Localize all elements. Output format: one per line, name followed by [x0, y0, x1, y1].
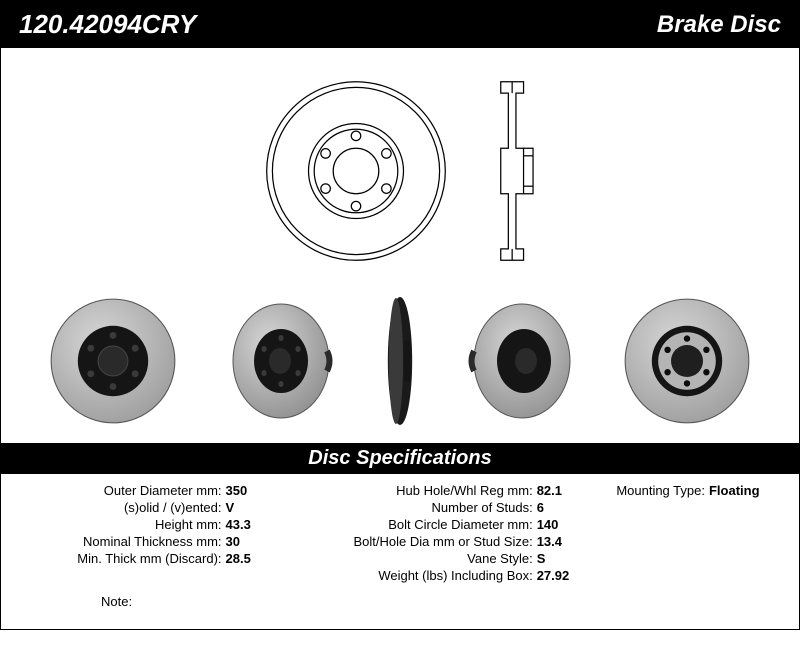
spec-row: Hub Hole/Whl Reg mm:82.1	[276, 482, 587, 499]
spec-label: Nominal Thickness mm:	[11, 534, 226, 549]
spec-row: Nominal Thickness mm:30	[11, 533, 276, 550]
spec-col-2: Hub Hole/Whl Reg mm:82.1 Number of Studs…	[276, 482, 587, 584]
photo-rear-icon	[623, 297, 751, 425]
product-type: Brake Disc	[657, 11, 781, 39]
header-bar: 120.42094CRY Brake Disc	[1, 1, 799, 48]
spec-sheet: 120.42094CRY Brake Disc	[0, 0, 800, 630]
drawing-side-icon	[491, 76, 539, 266]
spec-row: Bolt Circle Diameter mm:140	[276, 516, 587, 533]
spec-value: S	[537, 551, 587, 566]
note-label: Note:	[101, 594, 132, 609]
spec-value: 30	[226, 534, 276, 549]
spec-label: (s)olid / (v)ented:	[11, 500, 226, 515]
spec-value: 140	[537, 517, 587, 532]
product-photos	[1, 283, 799, 443]
spec-label: Hub Hole/Whl Reg mm:	[276, 483, 537, 498]
spec-label: Vane Style:	[276, 551, 537, 566]
spec-header-bar: Disc Specifications	[1, 443, 799, 474]
spec-label: Height mm:	[11, 517, 226, 532]
spec-label: Min. Thick mm (Discard):	[11, 551, 226, 566]
spec-value: Floating	[709, 483, 789, 498]
drawing-front-icon	[261, 76, 451, 266]
part-number: 120.42094CRY	[19, 9, 196, 40]
spec-row: Height mm:43.3	[11, 516, 276, 533]
spec-row: Vane Style:S	[276, 550, 587, 567]
photo-angled-right-icon	[464, 297, 574, 425]
spec-label: Mounting Type:	[587, 483, 709, 498]
technical-drawings	[1, 48, 799, 283]
photo-angled-left-icon	[226, 297, 336, 425]
spec-value: 82.1	[537, 483, 587, 498]
photo-front-icon	[49, 297, 177, 425]
spec-label: Bolt Circle Diameter mm:	[276, 517, 537, 532]
spec-label: Weight (lbs) Including Box:	[276, 568, 537, 583]
spec-row: Min. Thick mm (Discard):28.5	[11, 550, 276, 567]
spec-value: V	[226, 500, 276, 515]
spec-row: Mounting Type:Floating	[587, 482, 789, 499]
spec-value: 28.5	[226, 551, 276, 566]
spec-value: 13.4	[537, 534, 587, 549]
spec-value: 43.3	[226, 517, 276, 532]
spec-value: 27.92	[537, 568, 587, 583]
spec-col-1: Outer Diameter mm:350 (s)olid / (v)ented…	[11, 482, 276, 584]
spec-label: Bolt/Hole Dia mm or Stud Size:	[276, 534, 537, 549]
photo-edge-icon	[385, 295, 415, 427]
spec-value: 350	[226, 483, 276, 498]
spec-label: Outer Diameter mm:	[11, 483, 226, 498]
note-row: Note:	[1, 590, 799, 629]
spec-value: 6	[537, 500, 587, 515]
spec-row: Outer Diameter mm:350	[11, 482, 276, 499]
spec-row: Weight (lbs) Including Box:27.92	[276, 567, 587, 584]
spec-row: Number of Studs:6	[276, 499, 587, 516]
spec-row: Bolt/Hole Dia mm or Stud Size:13.4	[276, 533, 587, 550]
spec-row: (s)olid / (v)ented:V	[11, 499, 276, 516]
spec-label: Number of Studs:	[276, 500, 537, 515]
spec-col-3: Mounting Type:Floating	[587, 482, 789, 584]
spec-table: Outer Diameter mm:350 (s)olid / (v)ented…	[1, 474, 799, 590]
